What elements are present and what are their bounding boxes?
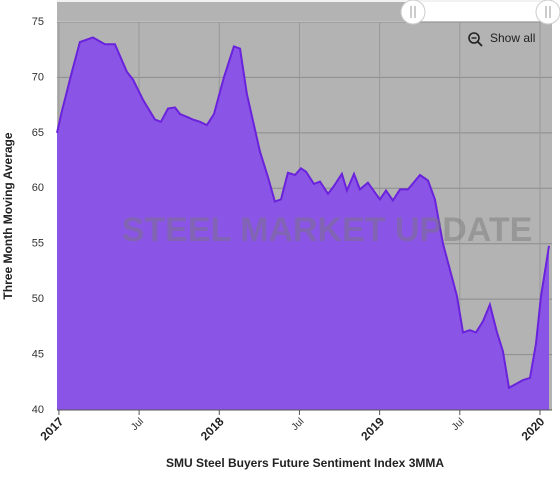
x-tick-label: 2017 <box>38 414 67 443</box>
x-tick-label: Jul <box>290 416 307 433</box>
area-fill <box>57 37 549 410</box>
y-tick-label: 45 <box>32 348 44 360</box>
x-tick-label: 2020 <box>519 414 548 443</box>
navigator-handle[interactable] <box>535 0 560 25</box>
x-tick-label: Jul <box>129 416 146 433</box>
y-tick-label: 65 <box>32 127 44 139</box>
x-tick-label: 2019 <box>358 414 387 443</box>
show-all-button[interactable]: Show all <box>468 31 535 47</box>
zoom-icon <box>477 41 483 47</box>
navigator-handle[interactable] <box>400 0 426 25</box>
y-tick-label: 55 <box>32 238 44 250</box>
navigator-outside <box>57 2 413 21</box>
show-all-label[interactable]: Show all <box>490 31 535 45</box>
y-axis-title: Three Month Moving Average <box>1 132 15 299</box>
y-tick-label: 60 <box>32 182 44 194</box>
y-tick-label: 70 <box>32 71 44 83</box>
area-line <box>56 36 550 390</box>
zoom-icon <box>468 32 480 44</box>
y-tick-label: 50 <box>32 293 44 305</box>
x-tick-label: 2018 <box>198 414 227 443</box>
navigator-window[interactable] <box>413 2 548 21</box>
y-tick-label: 40 <box>32 404 44 416</box>
x-tick-label: Jul <box>450 416 467 433</box>
watermark: STEEL MARKET UPDATE <box>122 211 533 249</box>
x-axis-title: SMU Steel Buyers Future Sentiment Index … <box>166 456 444 470</box>
y-tick-label: 75 <box>32 16 44 28</box>
